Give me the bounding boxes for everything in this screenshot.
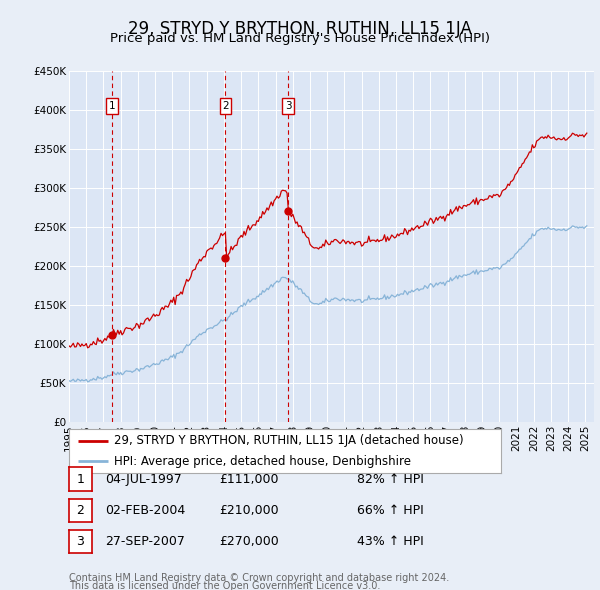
Text: This data is licensed under the Open Government Licence v3.0.: This data is licensed under the Open Gov… — [69, 581, 380, 590]
Text: £210,000: £210,000 — [219, 504, 279, 517]
Text: 3: 3 — [76, 535, 85, 548]
Text: 1: 1 — [109, 101, 115, 111]
Text: 29, STRYD Y BRYTHON, RUTHIN, LL15 1JA: 29, STRYD Y BRYTHON, RUTHIN, LL15 1JA — [128, 20, 472, 38]
Text: 43% ↑ HPI: 43% ↑ HPI — [356, 535, 424, 548]
Text: HPI: Average price, detached house, Denbighshire: HPI: Average price, detached house, Denb… — [115, 455, 412, 468]
Text: Price paid vs. HM Land Registry's House Price Index (HPI): Price paid vs. HM Land Registry's House … — [110, 32, 490, 45]
Text: Contains HM Land Registry data © Crown copyright and database right 2024.: Contains HM Land Registry data © Crown c… — [69, 573, 449, 583]
Text: 04-JUL-1997: 04-JUL-1997 — [105, 473, 182, 486]
Text: 2: 2 — [76, 504, 85, 517]
Text: 66% ↑ HPI: 66% ↑ HPI — [356, 504, 424, 517]
Text: 1: 1 — [76, 473, 85, 486]
Text: 82% ↑ HPI: 82% ↑ HPI — [356, 473, 424, 486]
Text: 02-FEB-2004: 02-FEB-2004 — [105, 504, 185, 517]
Text: 29, STRYD Y BRYTHON, RUTHIN, LL15 1JA (detached house): 29, STRYD Y BRYTHON, RUTHIN, LL15 1JA (d… — [115, 434, 464, 447]
Text: £270,000: £270,000 — [219, 535, 279, 548]
Text: 2: 2 — [222, 101, 229, 111]
Text: £111,000: £111,000 — [219, 473, 279, 486]
Text: 27-SEP-2007: 27-SEP-2007 — [105, 535, 185, 548]
Text: 3: 3 — [285, 101, 292, 111]
